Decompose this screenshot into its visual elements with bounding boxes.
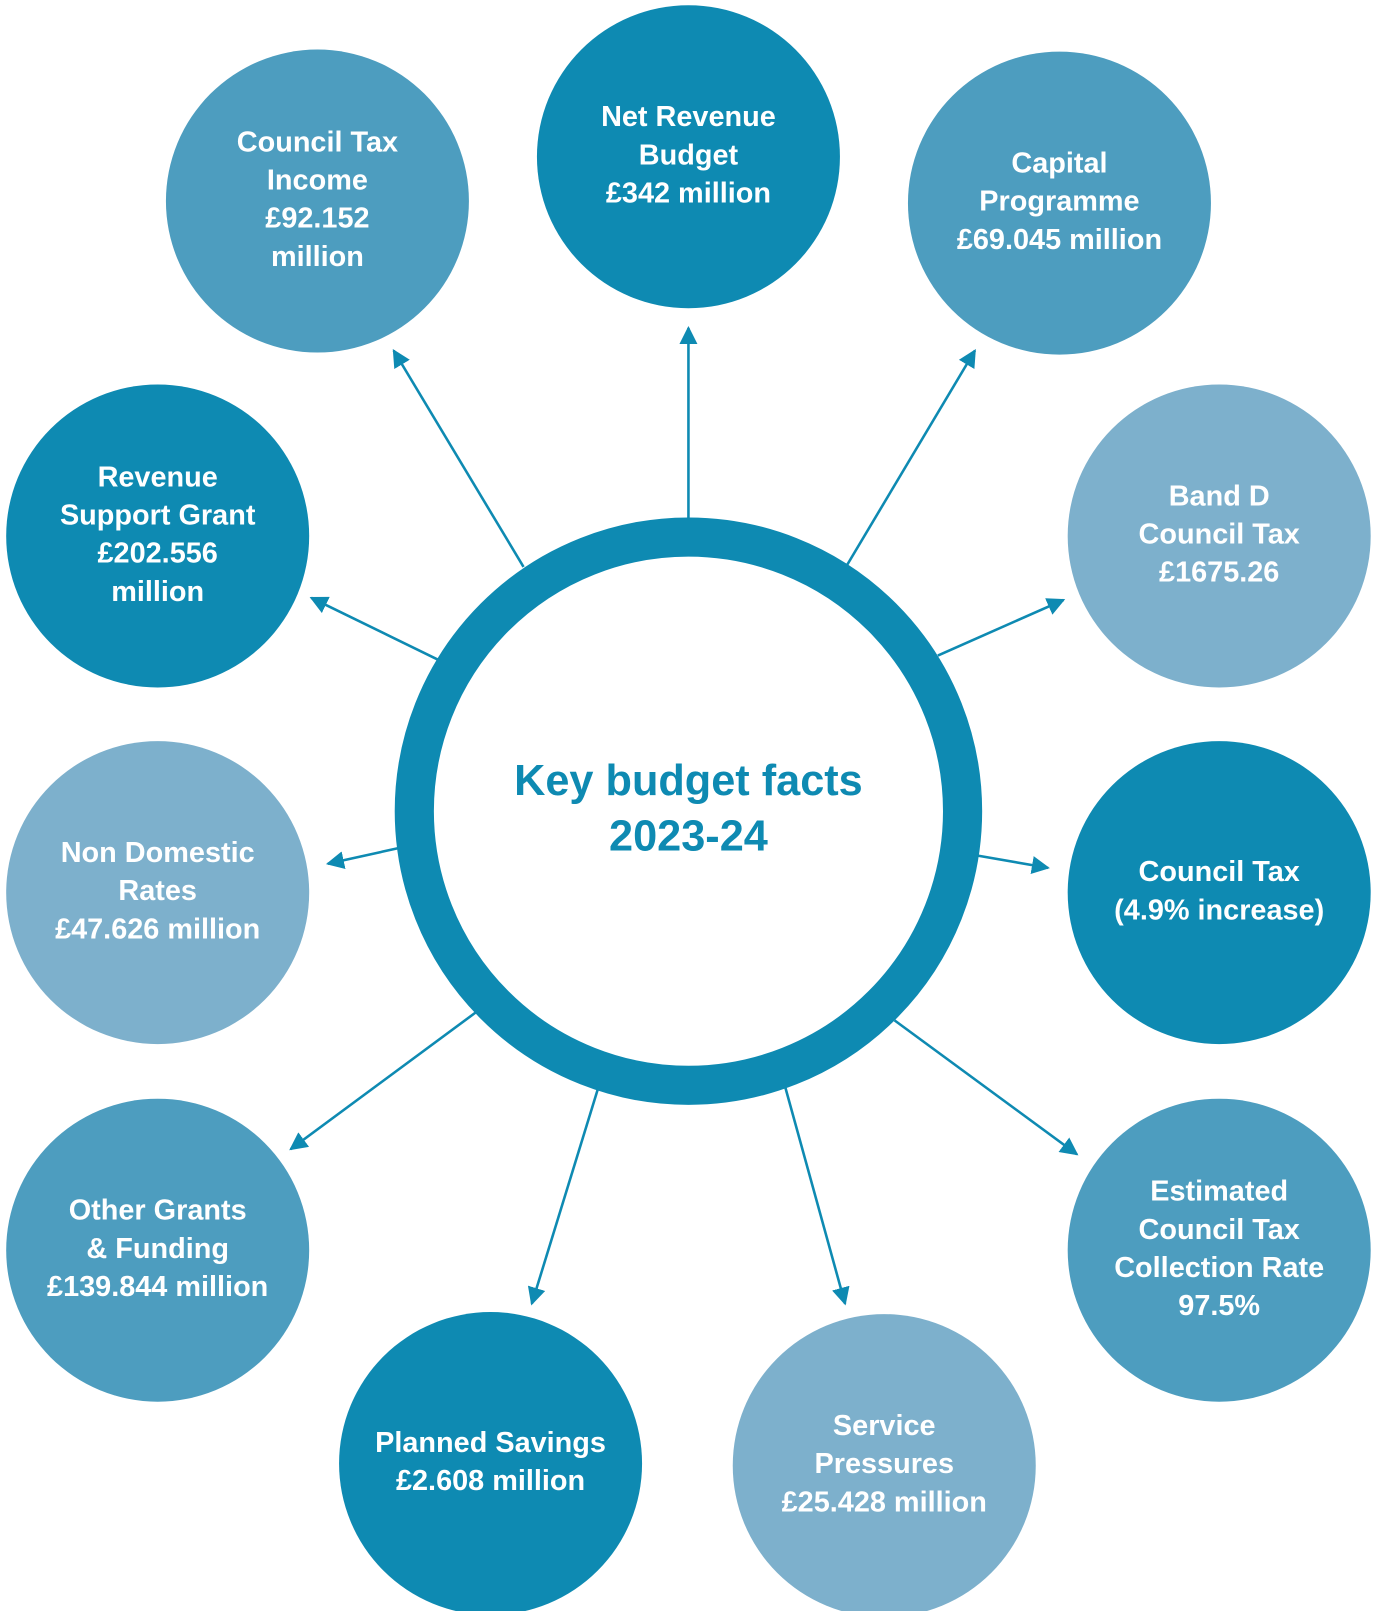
arrow: [309, 596, 439, 661]
fact-circle: [907, 51, 1211, 355]
arrow: [976, 854, 1050, 874]
fact-text: £1675.26: [1159, 557, 1279, 589]
fact-text: Estimated: [1150, 1176, 1288, 1208]
fact-text: Other Grants: [69, 1195, 247, 1227]
fact-text: Rates: [118, 875, 197, 907]
fact-text: Revenue: [98, 461, 218, 493]
center-ring: [394, 517, 983, 1105]
fact-text: £69.045 million: [957, 224, 1162, 256]
fact-text: & Funding: [86, 1233, 229, 1265]
fact-circle: [1067, 741, 1371, 1045]
fact-text: Planned Savings: [375, 1427, 606, 1459]
fact-circle: [6, 741, 310, 1045]
fact-text: Council Tax: [1139, 519, 1300, 551]
fact-circle: [1067, 384, 1371, 688]
fact-text: million: [271, 241, 364, 273]
fact-text: £92.152: [265, 203, 369, 235]
fact-circle: [536, 5, 840, 309]
fact-text: Council Tax: [237, 126, 398, 158]
fact-text: Net Revenue: [601, 101, 776, 133]
fact-circle: [6, 384, 310, 688]
fact-text: Band D: [1169, 480, 1270, 512]
fact-text: Collection Rate: [1114, 1252, 1324, 1284]
fact-circle: [732, 1314, 1036, 1611]
fact-text: Support Grant: [60, 500, 256, 532]
fact-text: £342 million: [606, 177, 771, 209]
fact-circle: [6, 1098, 310, 1402]
fact-circle: [339, 1312, 643, 1611]
center-title: 2023-24: [609, 812, 768, 860]
arrow: [784, 1087, 850, 1306]
arrow: [893, 1019, 1079, 1156]
fact-text: million: [111, 576, 204, 608]
arrow: [846, 348, 977, 566]
fact-text: Pressures: [814, 1448, 954, 1480]
fact-text: Non Domestic: [61, 837, 255, 869]
fact-text: Income: [267, 165, 368, 197]
fact-text: £2.608 million: [396, 1465, 585, 1497]
arrow: [325, 847, 399, 870]
fact-text: £202.556: [98, 538, 218, 570]
fact-text: Service: [833, 1410, 936, 1442]
fact-text: Council Tax: [1139, 1214, 1300, 1246]
fact-text: £139.844 million: [47, 1271, 268, 1303]
arrow: [392, 348, 525, 568]
arrows: [289, 326, 1079, 1306]
center-title: Key budget facts: [514, 757, 863, 805]
fact-circle: [165, 49, 469, 353]
fact-text: 97.5%: [1178, 1290, 1260, 1322]
fact-text: Budget: [639, 139, 739, 171]
fact-text: Programme: [979, 186, 1139, 218]
fact-circle: [1067, 1098, 1371, 1402]
fact-text: £47.626 million: [55, 913, 260, 945]
fact-text: Council Tax: [1139, 856, 1300, 888]
fact-text: Capital: [1011, 148, 1107, 180]
fact-text: (4.9% increase): [1114, 894, 1324, 926]
nodes: Council Tax Income £92.152 million Net Reven…: [6, 5, 1371, 1611]
arrow: [289, 1011, 477, 1151]
arrow: [527, 1089, 599, 1306]
fact-text: £25.428 million: [782, 1486, 987, 1518]
arrow: [937, 598, 1066, 657]
